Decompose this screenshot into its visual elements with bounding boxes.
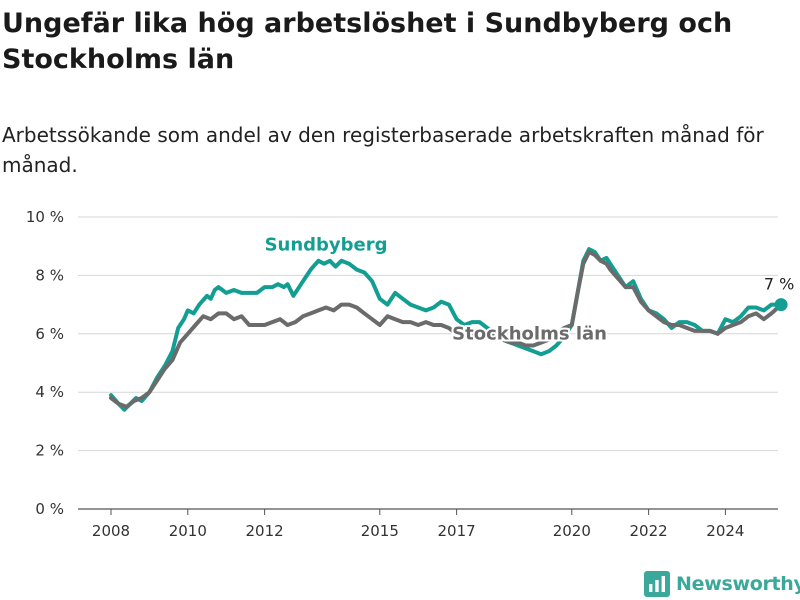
x-tick-label: 2010 (169, 522, 207, 540)
series-line-stockholms-lan (109, 250, 784, 409)
end-point-marker (774, 298, 788, 312)
series-label-1: Stockholms län (452, 324, 607, 345)
annotations: 7 % Sundbyberg Stockholms län (263, 233, 795, 347)
series-layer (109, 247, 788, 412)
chart-subtitle: Arbetssökande som andel av den registerb… (2, 123, 764, 177)
y-tick-label: 6 % (35, 325, 64, 343)
x-axis: 2008 2010 2012 2015 2017 2020 2022 2024 (92, 509, 744, 540)
x-tick-label: 2020 (553, 522, 591, 540)
y-tick-label: 0 % (35, 500, 64, 518)
end-value-label: 7 % (764, 275, 794, 294)
y-tick-label: 10 % (26, 208, 64, 226)
grid (78, 216, 778, 510)
y-tick-label: 4 % (35, 383, 64, 401)
x-tick-label: 2024 (706, 522, 744, 540)
x-tick-label: 2017 (438, 522, 476, 540)
chart-title: Ungefär lika hög arbetslöshet i Sundbybe… (2, 8, 733, 75)
y-tick-label: 8 % (35, 266, 64, 284)
x-tick-label: 2015 (361, 522, 399, 540)
y-tick-label: 2 % (35, 442, 64, 460)
brand-name: Newsworthy (676, 573, 800, 595)
x-tick-label: 2022 (630, 522, 668, 540)
x-tick-label: 2008 (92, 522, 130, 540)
newsworthy-logo[interactable]: Newsworthy (644, 568, 800, 600)
y-axis: 0 % 2 % 4 % 6 % 8 % 10 % (26, 208, 64, 518)
x-tick-label: 2012 (246, 522, 284, 540)
series-label-0: Sundbyberg (265, 235, 388, 256)
newsworthy-logo-icon (644, 571, 670, 597)
series-line-sundbyberg (109, 247, 784, 412)
line-chart: 0 % 2 % 4 % 6 % 8 % 10 % 2008 2010 2012 2015 2017… (26, 208, 795, 540)
